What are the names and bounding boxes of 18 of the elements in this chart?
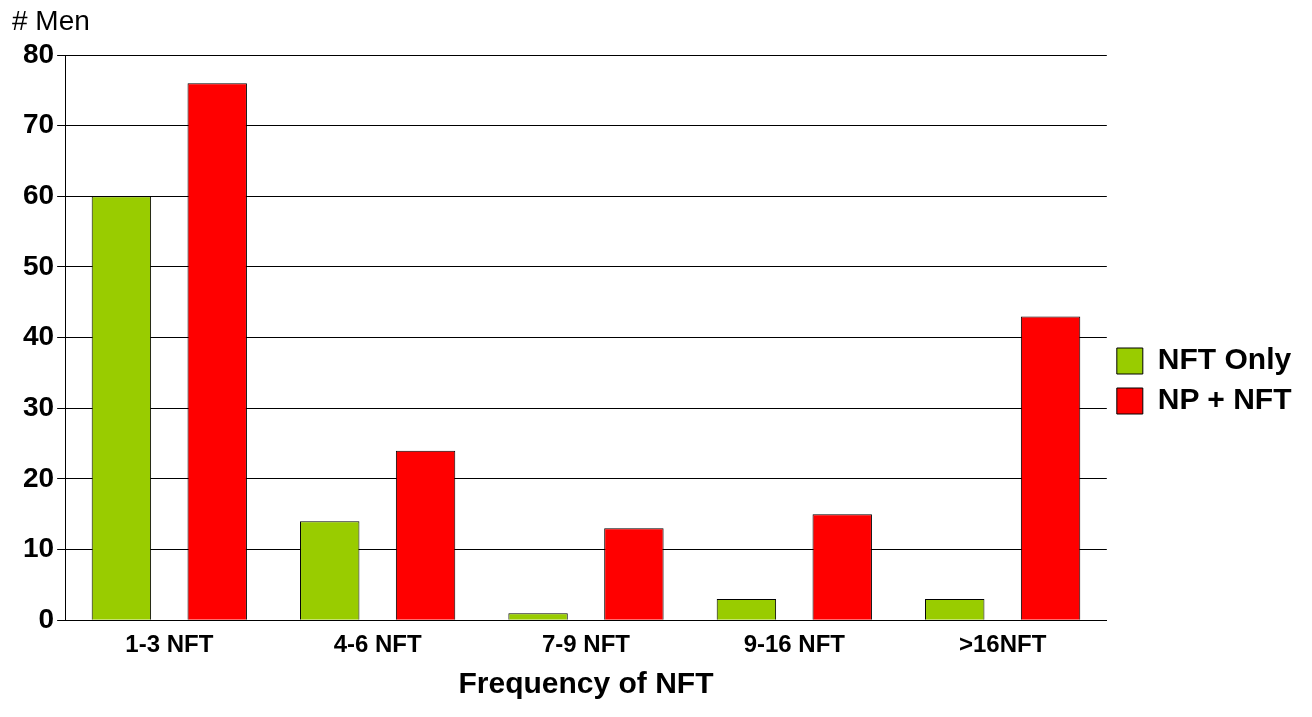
x-tick-label: 7-9 NFT bbox=[541, 630, 631, 658]
y-tick-label: 40 bbox=[22, 320, 55, 352]
x-tick-label: 9-16 NFT bbox=[743, 630, 846, 658]
legend-label: NFT Only bbox=[1157, 342, 1292, 376]
x-tick-label: >16NFT bbox=[958, 630, 1047, 658]
y-tick-label: 30 bbox=[22, 390, 55, 422]
x-tick-label: 4-6 NFT bbox=[333, 630, 422, 658]
x-axis-title: Frequency of NFT bbox=[458, 666, 714, 700]
y-tick-label: 20 bbox=[22, 461, 55, 493]
y-tick-label: 50 bbox=[22, 249, 55, 281]
y-tick-label: 0 bbox=[38, 602, 55, 634]
x-tick-label: 1-3 NFT bbox=[125, 630, 214, 658]
y-tick-label: 10 bbox=[22, 532, 55, 564]
y-tick-label: 80 bbox=[22, 37, 55, 69]
legend-label: NP + NFT bbox=[1157, 382, 1292, 416]
y-tick-label: 60 bbox=[22, 179, 55, 211]
y-tick-label: 70 bbox=[22, 108, 55, 140]
y-axis-title: # Men bbox=[12, 4, 90, 36]
